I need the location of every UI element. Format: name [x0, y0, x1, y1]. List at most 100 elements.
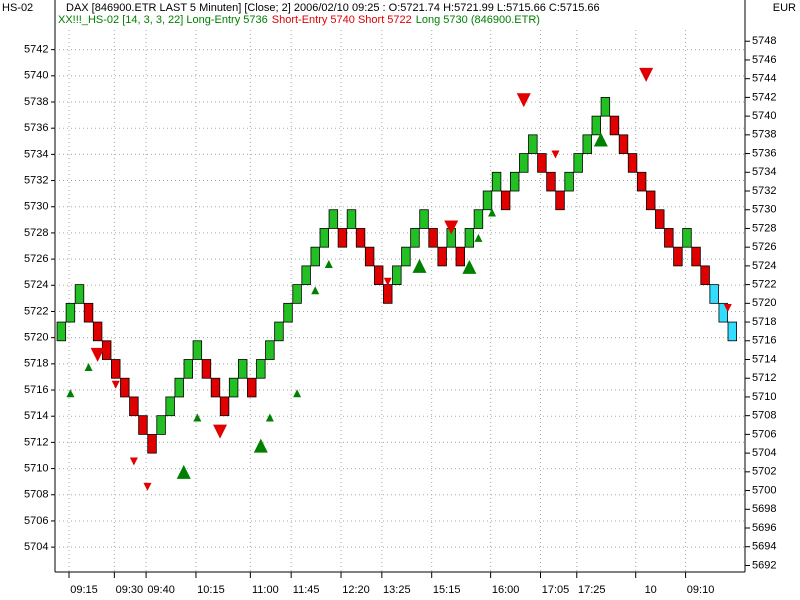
signal-marker [551, 150, 560, 159]
brick [256, 359, 266, 379]
x-tick-label: 10:15 [197, 584, 225, 596]
brick [464, 228, 475, 248]
y-tick-label: 5728 [24, 227, 48, 239]
y-tick-label: 5710 [24, 462, 48, 474]
signal-marker [516, 93, 531, 108]
brick [56, 321, 67, 342]
signal-marker [593, 132, 608, 147]
brick [419, 209, 429, 229]
signal-marker [444, 220, 459, 235]
brick [401, 246, 411, 267]
signal-marker [176, 464, 191, 479]
brick [627, 153, 638, 173]
signal-marker [265, 413, 274, 422]
x-tick-label: 09:15 [70, 584, 98, 596]
brick [428, 228, 438, 248]
x-tick-label: 09:40 [147, 584, 175, 596]
y-tick-label: 5724 [24, 279, 48, 291]
y-tick-label: 5738 [24, 96, 48, 108]
brick [500, 190, 511, 211]
brick [564, 171, 574, 192]
brick [364, 246, 375, 267]
y2-tick-label: 5740 [752, 110, 776, 122]
brick [237, 359, 248, 379]
y-tick-label: 5712 [24, 436, 48, 448]
brick [655, 209, 665, 229]
subtitle-part: Long 5730 (846900.ETR) [416, 14, 540, 26]
y2-tick-label: 5692 [752, 559, 776, 571]
y-tick-label: 5716 [24, 384, 48, 396]
brick [691, 246, 701, 267]
y2-tick-label: 5710 [752, 391, 776, 403]
brick [219, 396, 230, 417]
y2-tick-label: 5742 [752, 91, 776, 103]
signal-marker [474, 233, 483, 242]
y2-tick-label: 5734 [752, 166, 776, 178]
y2-tick-label: 5732 [752, 185, 776, 197]
brick [591, 115, 602, 136]
brick [210, 377, 221, 398]
brick [618, 134, 629, 154]
brick [437, 246, 447, 267]
signal-marker [193, 413, 202, 422]
brick [709, 284, 719, 304]
brick [328, 209, 339, 229]
y-tick-label: 5720 [24, 332, 48, 344]
signal-marker [213, 424, 228, 439]
signal-marker [412, 258, 427, 273]
brick [174, 377, 184, 398]
signal-marker [143, 482, 152, 491]
brick [528, 134, 538, 154]
x-tick-label: 17:05 [542, 584, 570, 596]
chart-title: DAX [846900.ETR LAST 5 Minuten] [Close; … [66, 2, 600, 14]
y2-tick-label: 5726 [752, 241, 776, 253]
signal-marker [324, 260, 333, 269]
y-tick-label: 5736 [24, 122, 48, 134]
brick [718, 302, 728, 323]
y2-tick-label: 5702 [752, 466, 776, 478]
x-tick-label: 09:10 [687, 584, 715, 596]
brick [101, 340, 112, 360]
brick [455, 246, 466, 267]
brick [700, 265, 710, 286]
brick [310, 246, 320, 267]
brick [192, 340, 203, 360]
y-tick-label: 5726 [24, 253, 48, 265]
brick [319, 228, 329, 248]
y-tick-label: 5722 [24, 305, 48, 317]
x-tick-label: 16:00 [492, 584, 520, 596]
signal-marker [488, 208, 497, 217]
y-tick-label: 5706 [24, 515, 48, 527]
brick [292, 284, 302, 304]
y2-tick-label: 5738 [752, 129, 776, 141]
brick [346, 209, 357, 229]
brick [92, 321, 103, 342]
brick [337, 228, 348, 248]
brick [74, 284, 85, 304]
brick [228, 377, 239, 398]
brick [555, 190, 565, 211]
y-tick-label: 5734 [24, 148, 48, 160]
brick [65, 302, 76, 323]
y-tick-label: 5732 [24, 174, 48, 186]
brick [165, 396, 175, 417]
brick [201, 359, 212, 379]
y2-tick-label: 5700 [752, 484, 776, 496]
y2-tick-label: 5694 [752, 541, 776, 553]
brick [183, 359, 193, 379]
corner-label: HS-02 [2, 2, 33, 14]
y2-tick-label: 5712 [752, 372, 776, 384]
y-tick-label: 5730 [24, 201, 48, 213]
brick [111, 359, 121, 379]
currency-label: EUR [773, 2, 796, 14]
brick [609, 115, 620, 136]
y2-tick-label: 5714 [752, 353, 776, 365]
signal-marker [383, 277, 392, 286]
chart-subtitle: XX!!!_HS-02 [14, 3, 3, 22] Long-Entry 57… [58, 14, 540, 26]
brick [83, 302, 94, 323]
x-tick-label: 11:45 [293, 584, 320, 596]
brick [682, 228, 692, 248]
signal-marker [293, 389, 302, 398]
y2-tick-label: 5724 [752, 260, 776, 272]
